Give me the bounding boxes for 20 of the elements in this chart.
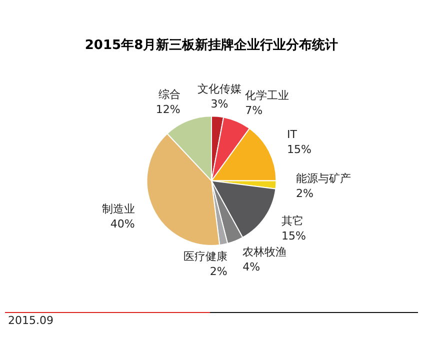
data-label: 15% bbox=[286, 143, 312, 156]
data-label: 4% bbox=[242, 260, 260, 274]
slice-label: 农林牧渔 bbox=[242, 245, 287, 258]
slice-label: 其它 bbox=[282, 214, 304, 228]
slice-label: 制造业 bbox=[102, 202, 135, 216]
data-label: 40% bbox=[110, 218, 135, 231]
data-label: 7% bbox=[245, 104, 263, 117]
slice-label: 化学工业 bbox=[245, 88, 290, 102]
data-label: 2% bbox=[296, 186, 314, 200]
data-label: 3% bbox=[210, 97, 228, 110]
slice-label: 医疗健康 bbox=[183, 250, 228, 263]
slice-label: 文化传媒 bbox=[197, 82, 242, 96]
data-label: 15% bbox=[282, 229, 306, 242]
chart-title: 2015年8月新三板新挂牌企业行业分布统计 bbox=[84, 37, 338, 54]
slice-label: 综合 bbox=[158, 88, 180, 101]
data-label: 2% bbox=[210, 264, 228, 278]
slice-label: 能源与矿产 bbox=[296, 172, 352, 185]
text: 2015.09 bbox=[8, 314, 54, 327]
data-label: 12% bbox=[156, 102, 180, 116]
slice-label: IT bbox=[286, 128, 298, 142]
